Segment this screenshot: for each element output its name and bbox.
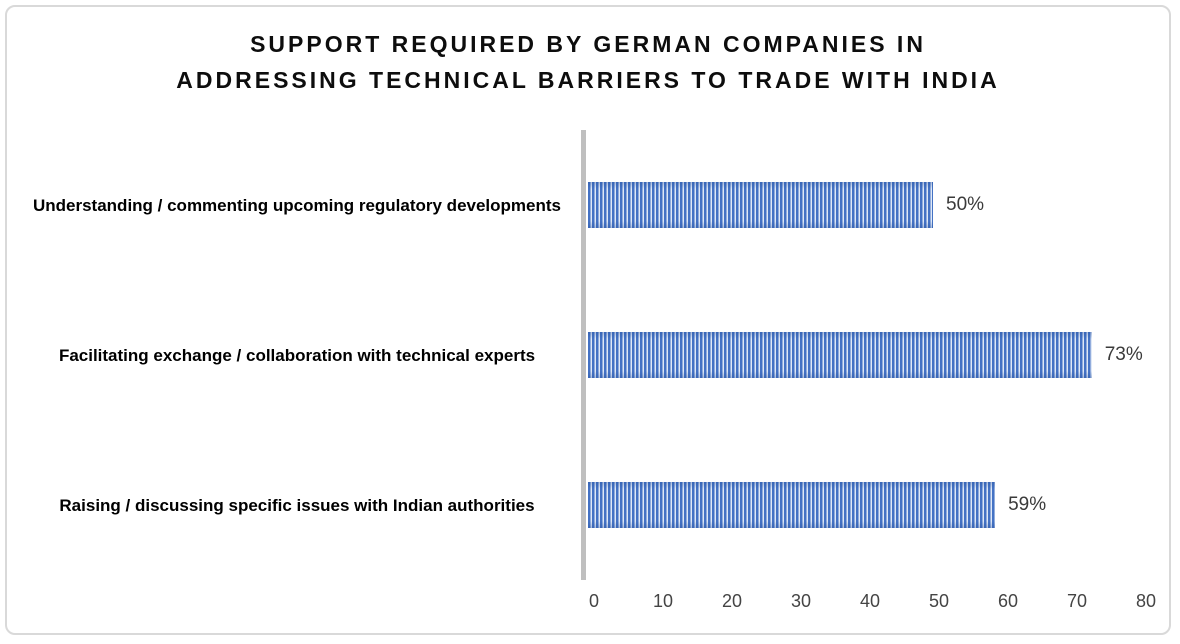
bar-row: 50% [588, 130, 1140, 280]
x-tick-label: 80 [1135, 591, 1157, 611]
bar [588, 482, 996, 528]
category-axis-labels: Understanding / commenting upcoming regu… [13, 130, 581, 580]
x-tick-label: 10 [652, 591, 674, 611]
bar [588, 182, 933, 228]
plot-region: Understanding / commenting upcoming regu… [7, 130, 1169, 580]
chart-frame: SUPPORT REQUIRED BY GERMAN COMPANIES IN … [5, 5, 1171, 635]
category-label-text: Raising / discussing specific issues wit… [59, 495, 535, 515]
x-tick-label: 40 [859, 591, 881, 611]
category-label-text: Facilitating exchange / collaboration wi… [58, 345, 536, 365]
x-tick-label: 20 [721, 591, 743, 611]
category-axis-line [581, 130, 586, 580]
chart-title: SUPPORT REQUIRED BY GERMAN COMPANIES IN … [7, 7, 1169, 98]
chart-title-line1: SUPPORT REQUIRED BY GERMAN COMPANIES IN [250, 31, 926, 57]
category-label: Understanding / commenting upcoming regu… [13, 130, 581, 280]
bar [588, 332, 1092, 378]
x-tick-label: 30 [790, 591, 812, 611]
data-label: 50% [946, 194, 985, 215]
category-label-text: Understanding / commenting upcoming regu… [32, 195, 561, 215]
data-label: 73% [1104, 344, 1143, 365]
x-tick-label: 60 [997, 591, 1019, 611]
chart-title-line2: ADDRESSING TECHNICAL BARRIERS TO TRADE W… [176, 67, 1000, 93]
bar-row: 59% [588, 430, 1140, 580]
bars-area: 50% 73% 59% [588, 130, 1143, 580]
data-label: 59% [1008, 494, 1047, 515]
category-label: Facilitating exchange / collaboration wi… [13, 280, 581, 430]
x-tick-label: 50 [928, 591, 950, 611]
bar-row: 73% [588, 280, 1143, 430]
value-axis-ticks: 0 10 20 30 40 50 60 70 80 [589, 588, 1156, 614]
x-tick-label: 70 [1066, 591, 1088, 611]
x-tick-label: 0 [588, 591, 600, 611]
category-label: Raising / discussing specific issues wit… [13, 430, 581, 580]
